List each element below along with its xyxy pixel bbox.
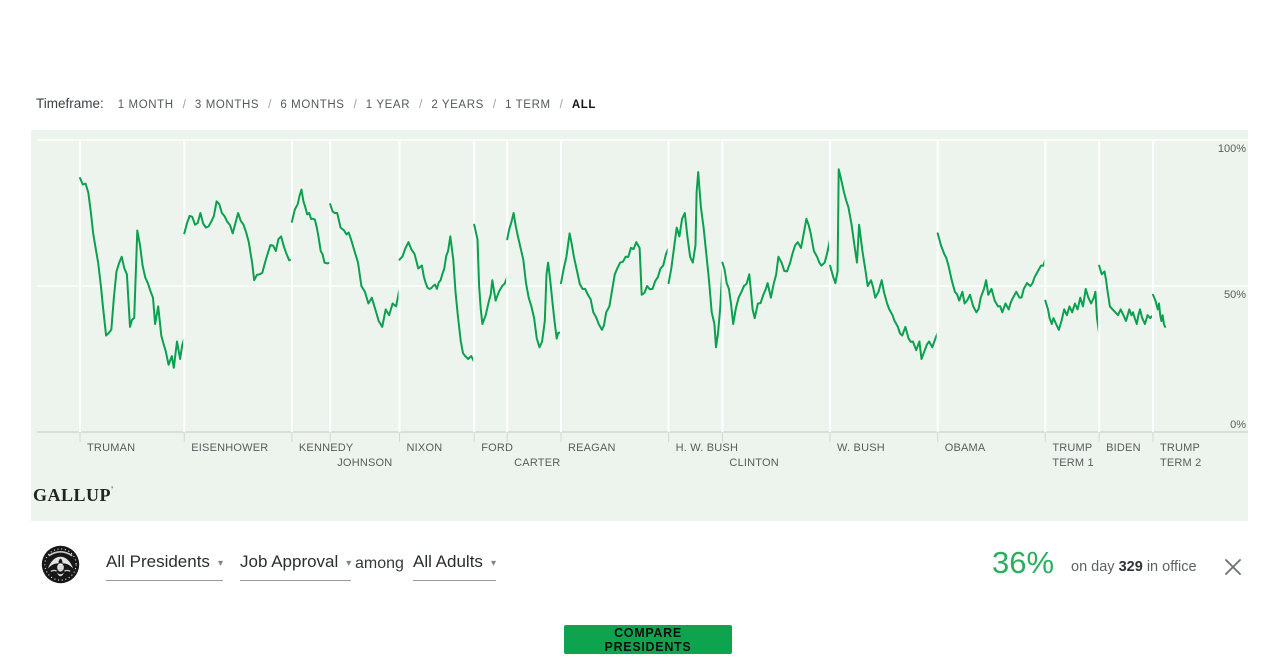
axis-label-johnson: JOHNSON: [337, 457, 393, 469]
axis-label-ford: FORD: [481, 442, 514, 454]
president-filter-dropdown[interactable]: All Presidents ▾: [106, 552, 223, 581]
axis-label-carter: CARTER: [514, 457, 561, 469]
chart-canvas[interactable]: [31, 130, 1248, 521]
timeframe-option-3-months[interactable]: 3 MONTHS: [194, 99, 260, 111]
day-number: 329: [1118, 559, 1143, 575]
timeframe-separator: /: [419, 99, 423, 111]
approval-chart-panel: TRUMAN EISENHOWER KENNEDY JOHNSON NIXON FORD C…: [31, 130, 1248, 521]
timeframe-option-1-term[interactable]: 1 TERM: [505, 99, 551, 111]
timeframe-selector: Timeframe: 1 MONTH / 3 MONTHS / 6 MONTHS / 1 Y…: [36, 95, 596, 113]
chevron-down-icon: ▾: [217, 557, 223, 569]
close-icon: [1225, 559, 1241, 575]
approval-line-clinton: [721, 217, 832, 325]
timeframe-separator: /: [268, 99, 272, 111]
gallup-logo: GALLUP': [33, 485, 114, 505]
approval-line-kennedy: [290, 188, 332, 265]
timeframe-options: 1 MONTH / 3 MONTHS / 6 MONTHS / 1 YEAR / 2 YEARS…: [118, 95, 596, 113]
measure-value: Job Approval: [240, 552, 339, 571]
chevron-down-icon: ▾: [346, 557, 352, 569]
timeframe-option-2-years[interactable]: 2 YEARS: [431, 99, 484, 111]
chevron-down-icon: ▾: [490, 557, 496, 569]
close-button[interactable]: [1221, 555, 1245, 579]
approval-line-obama: [936, 232, 1047, 314]
axis-label-eisenhower: EISENHOWER: [191, 442, 269, 454]
compare-presidents-button[interactable]: COMPARE PRESIDENTS: [564, 625, 732, 654]
axis-label-truman: TRUMAN: [87, 442, 136, 454]
timeframe-option-1-year[interactable]: 1 YEAR: [365, 99, 411, 111]
approval-line-ford: [473, 223, 509, 325]
y-axis-tick-0pct: 0%: [1230, 419, 1246, 431]
axis-label-biden: BIDEN: [1106, 442, 1141, 454]
audience-dropdown[interactable]: All Adults ▾: [413, 552, 496, 581]
axis-label-w-bush: W. BUSH: [837, 442, 885, 454]
axis-label-reagan: REAGAN: [567, 442, 616, 454]
timeframe-option-all[interactable]: ALL: [571, 99, 597, 111]
axis-label-h-w-bush: H. W. BUSH: [675, 442, 739, 454]
gallup-logo-mark: ': [111, 485, 114, 494]
timeframe-option-6-months[interactable]: 6 MONTHS: [280, 99, 345, 111]
axis-label-trump-term-2: TERM 2: [1159, 457, 1202, 469]
timeframe-separator: /: [182, 99, 186, 111]
approval-line-biden: [1098, 264, 1154, 325]
axis-label-trump-term-1: TERM 1: [1052, 457, 1094, 469]
president-filter-value: All Presidents: [106, 552, 210, 571]
y-axis-tick-100pct: 100%: [1217, 143, 1246, 155]
approval-caption: on day 329 in office: [1071, 559, 1197, 575]
approval-value: 36%: [992, 545, 1055, 580]
axis-label-trump-term-1: TRUMP: [1052, 442, 1093, 454]
timeframe-separator: /: [492, 99, 497, 111]
among-text: among: [355, 555, 404, 572]
axis-label-clinton: CLINTON: [729, 457, 779, 469]
approval-line-trump-term-2: [1152, 293, 1167, 328]
timeframe-label: Timeframe:: [36, 96, 104, 111]
approval-line-truman: [79, 177, 186, 369]
day-suffix: in office: [1146, 559, 1197, 575]
axis-label-obama: OBAMA: [944, 442, 986, 454]
y-axis-tick-50pct: 50%: [1223, 289, 1246, 301]
axis-label-nixon: NIXON: [406, 442, 443, 454]
approval-line-johnson: [329, 203, 401, 328]
approval-line-w-bush: [829, 168, 939, 360]
timeframe-option-1-month[interactable]: 1 MONTH: [117, 99, 174, 111]
day-prefix: on day: [1071, 559, 1115, 575]
axis-label-trump-term-2: TRUMP: [1159, 442, 1201, 454]
audience-value: All Adults: [413, 552, 483, 571]
presidential-seal-icon: [41, 545, 80, 584]
timeframe-separator: /: [353, 99, 357, 111]
timeframe-separator: /: [559, 99, 563, 111]
axis-label-kennedy: KENNEDY: [298, 442, 354, 454]
approval-line-carter: [506, 212, 562, 349]
measure-dropdown[interactable]: Job Approval ▾: [240, 552, 352, 581]
approval-line-nixon: [398, 235, 476, 363]
approval-line-h-w-bush: [667, 171, 724, 349]
approval-line-eisenhower: [183, 200, 293, 282]
approval-line-reagan: [560, 232, 670, 331]
approval-line-trump-term-1: [1044, 287, 1101, 334]
